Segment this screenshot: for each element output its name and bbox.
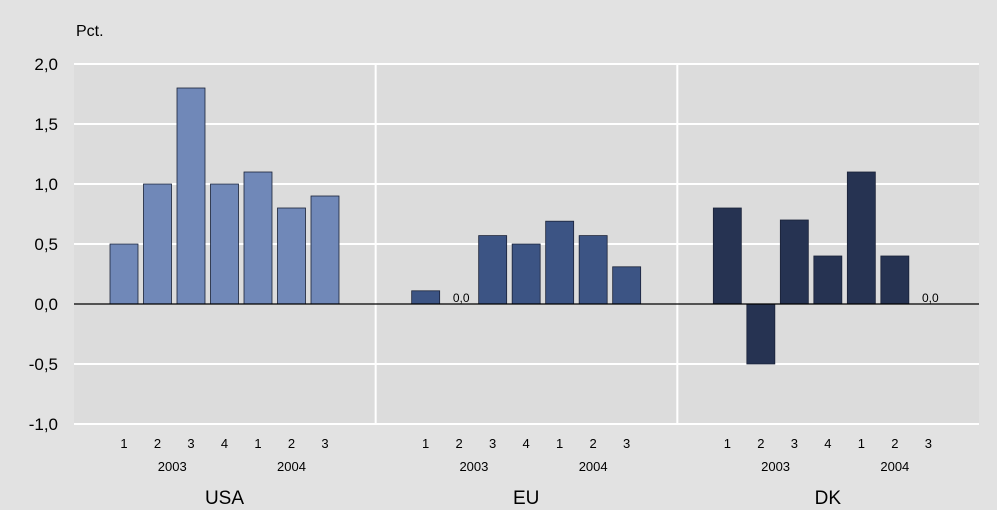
y-tick-label: 0,0 [34, 295, 58, 314]
bar [578, 235, 608, 305]
year-label: 2004 [277, 459, 306, 474]
bar [478, 235, 508, 305]
bar [545, 220, 575, 305]
quarter-label: 4 [824, 436, 831, 451]
year-label: 2003 [761, 459, 790, 474]
quarter-label: 4 [221, 436, 228, 451]
quarter-label: 1 [120, 436, 127, 451]
panel-name: USA [205, 488, 244, 509]
quarter-label: 3 [321, 436, 328, 451]
quarter-label: 2 [456, 436, 463, 451]
y-tick-label: -0,5 [29, 355, 58, 374]
bar [143, 183, 172, 305]
quarter-label: 3 [791, 436, 798, 451]
zero-value-label: 0,0 [453, 291, 470, 305]
quarter-label: 1 [556, 436, 563, 451]
year-label: 2003 [158, 459, 187, 474]
bar [176, 87, 206, 305]
quarter-label: 1 [254, 436, 261, 451]
quarter-label: 2 [288, 436, 295, 451]
y-axis-unit-label: Pct. [76, 23, 104, 40]
y-tick-label: 1,5 [34, 115, 58, 134]
quarter-label: 3 [187, 436, 194, 451]
y-tick-label: 0,5 [34, 235, 58, 254]
quarter-label: 1 [858, 436, 865, 451]
bar [846, 171, 876, 305]
bar [813, 255, 843, 305]
quarter-label: 1 [724, 436, 731, 451]
y-tick-label: 1,0 [34, 175, 58, 194]
bar [880, 255, 910, 305]
year-label: 2004 [880, 459, 909, 474]
bar [210, 183, 239, 305]
bar [109, 243, 139, 305]
bar [779, 219, 809, 305]
bar [511, 243, 541, 305]
y-tick-label: 2,0 [34, 55, 58, 74]
quarter-label: 3 [489, 436, 496, 451]
panel-name: DK [815, 488, 842, 509]
bar [310, 195, 340, 305]
quarter-label: 2 [891, 436, 898, 451]
zero-value-label: 0,0 [922, 291, 939, 305]
quarter-label: 3 [925, 436, 932, 451]
quarter-label: 1 [422, 436, 429, 451]
quarter-label: 2 [154, 436, 161, 451]
quarter-label: 3 [623, 436, 630, 451]
bar [612, 266, 642, 305]
quarter-label: 4 [523, 436, 530, 451]
bars: 0,0 0,0 [74, 87, 979, 365]
bar [277, 207, 306, 305]
year-label: 2004 [579, 459, 608, 474]
quarter-label: 2 [757, 436, 764, 451]
quarter-label: 2 [590, 436, 597, 451]
y-tick-label: -1,0 [29, 415, 58, 434]
bar [712, 207, 742, 305]
year-label: 2003 [459, 459, 488, 474]
bar [243, 171, 273, 305]
panel-dividers [374, 64, 679, 424]
bar [746, 303, 776, 365]
y-axis-ticks: -1,0 -0,5 0,0 0,5 1,0 1,5 2,0 [29, 55, 58, 434]
bar [411, 290, 441, 305]
panel-name: EU [513, 488, 539, 509]
